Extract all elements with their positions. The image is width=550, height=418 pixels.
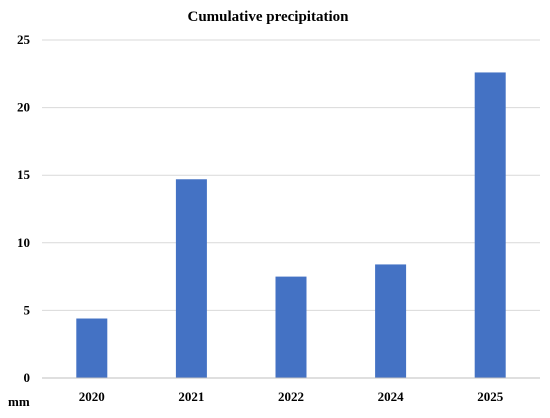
bar-2021 <box>175 179 207 378</box>
y-tick-label: 15 <box>17 167 31 182</box>
gridlines <box>42 39 540 311</box>
x-tick-label: 2025 <box>477 389 504 404</box>
x-axis-ticks: 2020 2021 2022 2024 2025 <box>79 389 504 404</box>
unit-label: mm <box>8 394 30 409</box>
x-tick-label: 2022 <box>278 389 304 404</box>
y-tick-label: 5 <box>24 302 31 317</box>
y-tick-label: 20 <box>17 100 30 115</box>
x-tick-label: 2020 <box>79 389 105 404</box>
bar-2025 <box>474 72 506 378</box>
bars <box>76 72 506 378</box>
x-tick-label: 2024 <box>378 389 405 404</box>
chart-title: Cumulative precipitation <box>188 9 350 25</box>
bar-2024 <box>375 264 407 378</box>
bar-2020 <box>76 318 108 378</box>
x-tick-label: 2021 <box>178 389 204 404</box>
bar-2022 <box>275 276 307 378</box>
y-axis-ticks: 0 5 10 15 20 25 <box>17 32 31 385</box>
y-tick-label: 10 <box>17 235 30 250</box>
y-tick-label: 0 <box>24 370 31 385</box>
y-tick-label: 25 <box>17 32 31 47</box>
